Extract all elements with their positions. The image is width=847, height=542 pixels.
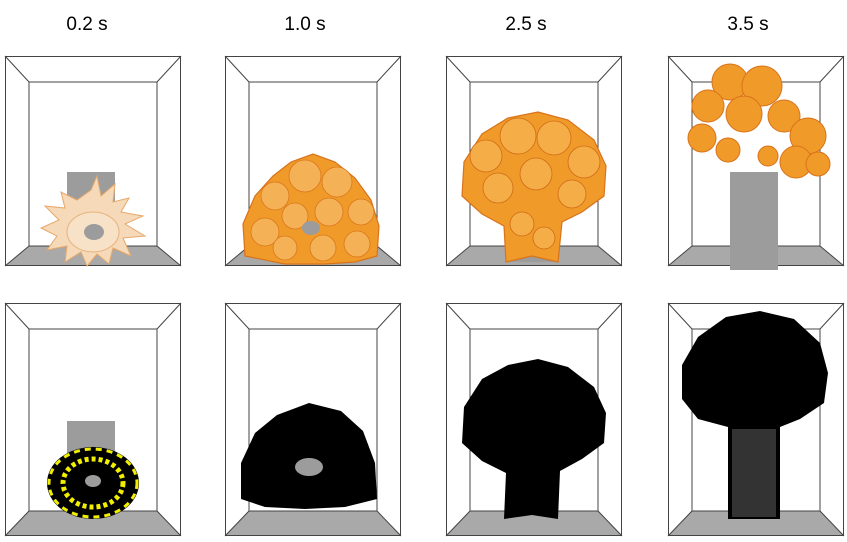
particle-cloud	[462, 359, 606, 519]
particle-panel-1	[224, 302, 402, 537]
particle-panel-0	[4, 302, 182, 537]
time-label-1: 1.0 s	[284, 14, 326, 35]
time-label-2: 2.5 s	[505, 14, 547, 35]
particle-cloud	[682, 311, 828, 519]
box-frame	[224, 302, 402, 537]
flame-panel-1	[224, 55, 402, 267]
flame-front	[461, 111, 607, 263]
time-label-3: 3.5 s	[727, 14, 769, 35]
flame-front	[39, 174, 147, 267]
particle-cloud	[47, 447, 139, 519]
flame-front	[687, 63, 831, 179]
particle-panel-2	[445, 302, 623, 537]
particle-panel-3	[667, 302, 845, 537]
particle-cloud	[241, 403, 377, 509]
obstacle	[730, 172, 778, 270]
flame-panel-2	[445, 55, 623, 267]
flame-panel-3	[667, 55, 845, 270]
box-frame	[4, 302, 182, 537]
flame-panel-0	[4, 55, 182, 267]
time-label-0: 0.2 s	[66, 14, 108, 35]
flame-front	[242, 153, 380, 265]
